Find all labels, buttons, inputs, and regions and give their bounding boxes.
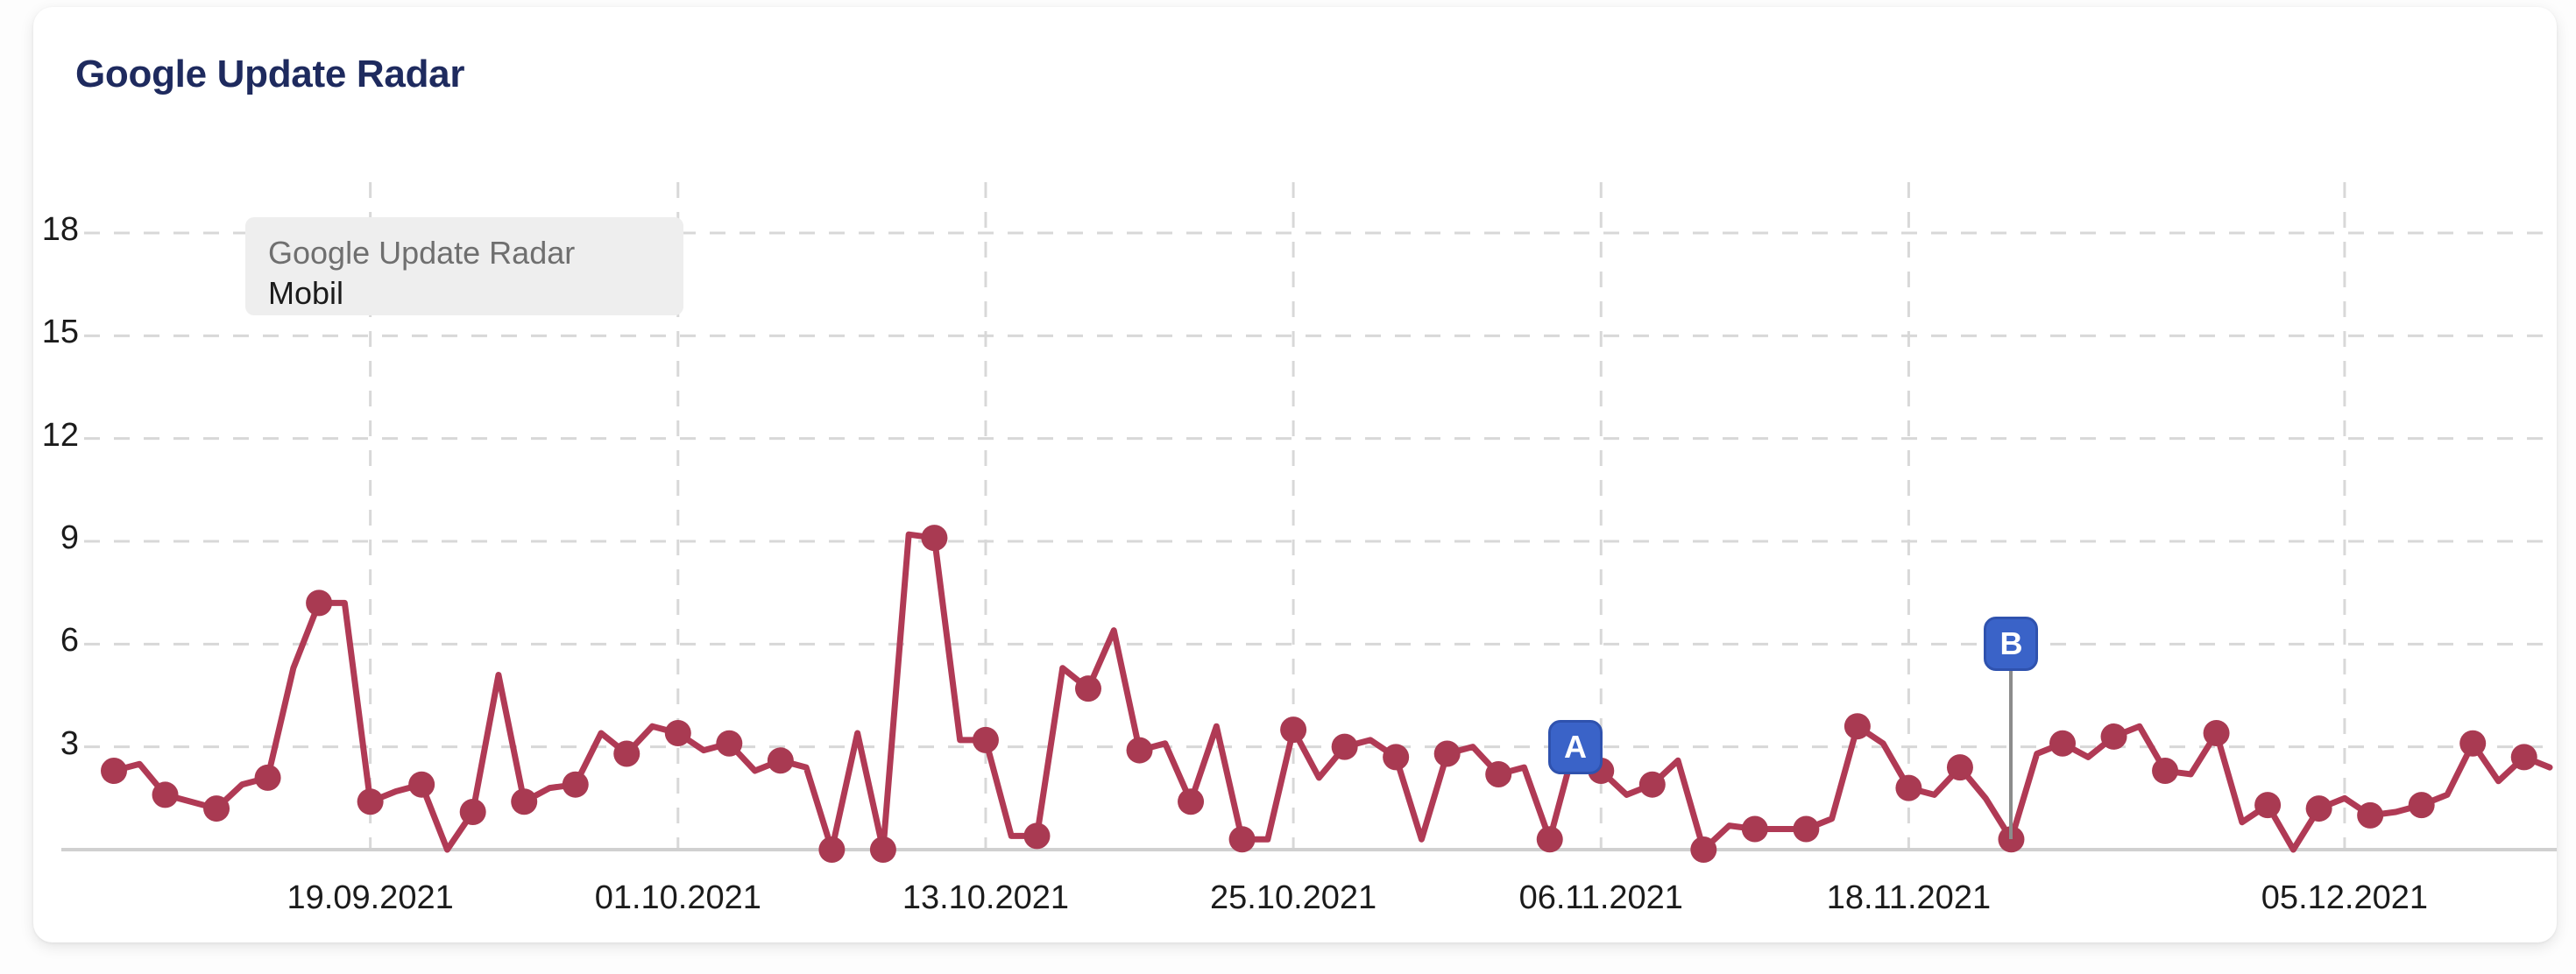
x-tick-label: 13.10.2021 — [902, 879, 1070, 916]
event-marker-stem — [2009, 671, 2013, 840]
tooltip-series-label: Google Update Radar — [268, 235, 576, 271]
x-tick-label: 19.09.2021 — [287, 879, 454, 916]
chart-card: Google Update Radar 3 6 9 12 15 18 19.09.2021… — [33, 7, 2557, 942]
y-tick-label: 15 — [41, 314, 79, 351]
y-tick-label: 6 — [60, 622, 79, 660]
page-title: Google Update Radar — [75, 53, 465, 95]
x-tick-label: 01.10.2021 — [594, 879, 761, 916]
x-tick-label: 18.11.2021 — [1826, 879, 1992, 916]
y-tick-label: 3 — [60, 724, 79, 762]
x-tick-label: 25.10.2021 — [1210, 879, 1377, 916]
y-tick-label: 9 — [60, 519, 79, 556]
chart-plot-area: 3 6 9 12 15 18 19.09.2021 01.10.2021 13.10.2021… — [33, 7, 2557, 942]
event-badge-b[interactable]: B — [1984, 617, 2039, 672]
x-tick-label: 05.12.2021 — [2261, 879, 2428, 916]
series-tooltip: Google Update Radar Mobil — [245, 217, 683, 315]
event-badge-a[interactable]: A — [1548, 719, 1603, 774]
tooltip-device-label: Mobil — [268, 275, 344, 312]
y-tick-label: 12 — [41, 416, 79, 454]
y-tick-label: 18 — [41, 211, 79, 248]
x-tick-label: 06.11.2021 — [1518, 879, 1683, 916]
line-chart[interactable] — [33, 7, 2557, 942]
